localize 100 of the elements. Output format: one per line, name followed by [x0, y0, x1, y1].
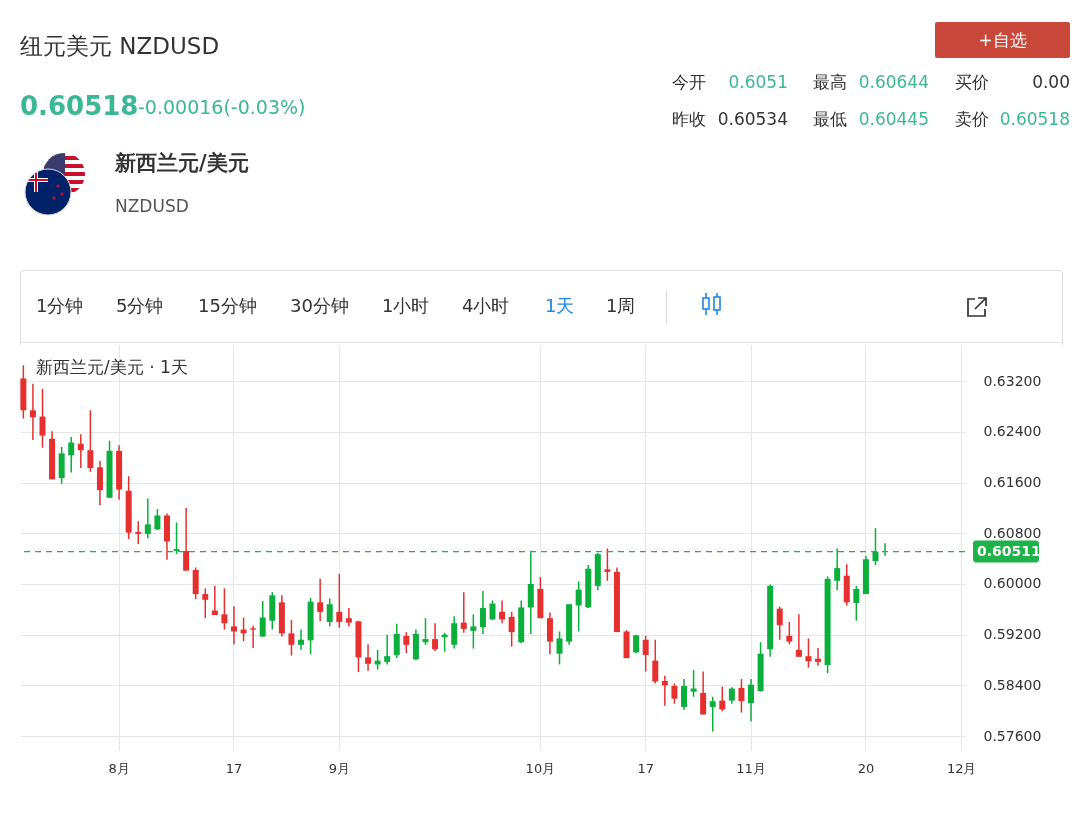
y-tick-label: 0.63200: [983, 372, 1042, 389]
candlestick: [786, 621, 793, 645]
candlestick: [460, 591, 467, 634]
candlestick: [336, 573, 343, 629]
text: 0.60445: [858, 109, 929, 129]
candlestick: [144, 497, 151, 540]
candlestick: [230, 605, 237, 645]
candlestick: [173, 521, 180, 555]
candlestick: [422, 617, 429, 646]
text: 15分钟: [198, 295, 257, 316]
candlestick: [288, 619, 295, 657]
text: 1天: [545, 295, 575, 316]
candlestick: [748, 678, 755, 723]
candlestick: [853, 585, 860, 622]
x-tick-label: 8月: [108, 760, 130, 776]
text: 0.60644: [858, 72, 929, 92]
text: 1周: [606, 295, 636, 316]
x-tick-label: 20: [857, 760, 875, 776]
candlestick: [479, 590, 486, 635]
candlestick: [499, 599, 506, 624]
y-tick-label: 0.57600: [983, 727, 1042, 744]
candlestick: [795, 613, 802, 658]
candlestick: [202, 587, 209, 619]
candlestick: [221, 587, 228, 631]
text: 5分钟: [116, 295, 164, 316]
candlestick: [738, 678, 745, 714]
text: 0.60534: [717, 109, 788, 129]
y-tick-label: 0.60800: [983, 524, 1042, 541]
candlestick: [326, 597, 333, 628]
candlestick: [642, 635, 649, 673]
candlestick: [154, 508, 161, 531]
candlestick: [527, 551, 534, 635]
y-tick-label: 0.61600: [983, 474, 1042, 491]
text: 30分钟: [290, 295, 349, 316]
x-tick-label: 10月: [525, 760, 556, 776]
text: 昨收: [672, 109, 706, 129]
text: 卖价: [955, 109, 989, 129]
text: 最低: [813, 109, 847, 129]
candlestick: [470, 613, 477, 650]
candlestick: [546, 611, 553, 656]
candlestick: [68, 436, 75, 474]
candlestick: [652, 638, 659, 685]
text: 纽元美元 NZDUSD: [20, 33, 220, 59]
candlestick: [719, 685, 726, 713]
candlestick: [365, 643, 372, 672]
candlestick: [556, 630, 563, 666]
candlestick: [671, 682, 678, 705]
text: +自选: [935, 22, 1070, 58]
candlestick: [317, 578, 324, 623]
candlestick: [135, 520, 142, 545]
y-tick-label: 0.58400: [983, 676, 1042, 693]
candlestick: [393, 623, 400, 659]
text: 0.60518: [999, 109, 1070, 129]
x-tick-label: 11月: [736, 760, 766, 776]
text: 4小时: [462, 295, 510, 316]
text: 0.6051: [728, 72, 788, 92]
candlestick: [834, 547, 841, 592]
y-tick-label: 0.59200: [983, 626, 1042, 643]
text: 1小时: [382, 295, 430, 316]
candlestick: [680, 678, 687, 711]
text: 1分钟: [36, 295, 84, 316]
candlestick: [384, 633, 391, 666]
x-tick-label: 9月: [328, 760, 350, 776]
candlestick: [345, 607, 352, 628]
candlestick: [709, 696, 716, 733]
text: NZDUSD: [115, 196, 189, 216]
candlestick: [183, 507, 190, 572]
candlestick: [489, 599, 496, 621]
candlestick: [776, 606, 783, 641]
text: -0.00016(-0.03%): [138, 96, 306, 118]
candlestick: [508, 611, 515, 648]
y-tick-label: 0.62400: [983, 423, 1042, 440]
y-tick-label: 0.60000: [983, 575, 1042, 592]
candlestick: [250, 625, 257, 649]
candlestick: [604, 547, 611, 582]
candlestick: [403, 631, 410, 654]
candlestick: [39, 387, 46, 449]
candlestick: [872, 527, 879, 566]
candlestick: [96, 460, 103, 507]
candlestick: [815, 647, 822, 667]
text: 新西兰元/美元 · 1天: [36, 357, 188, 377]
candlestick: [690, 669, 697, 698]
text: 新西兰元/美元: [115, 151, 249, 175]
candlestick: [700, 670, 707, 716]
text: 最高: [813, 72, 847, 92]
text: 0.00: [1032, 72, 1070, 92]
candlestick: [805, 637, 812, 669]
text: 买价: [955, 72, 989, 92]
text: 今开: [672, 72, 706, 92]
candlestick: [432, 622, 439, 652]
candlestick: [87, 409, 94, 473]
x-tick-label: 12月: [946, 760, 977, 776]
x-tick-label: 17: [637, 760, 654, 776]
x-tick-label: 17: [225, 760, 243, 776]
ref-line-label: 0.60511: [977, 542, 1041, 559]
candlestick: [259, 600, 266, 638]
candlestick: [77, 433, 84, 469]
text: 0.60518: [20, 91, 139, 121]
candlestick: [29, 382, 36, 441]
candlestick: [298, 628, 305, 651]
